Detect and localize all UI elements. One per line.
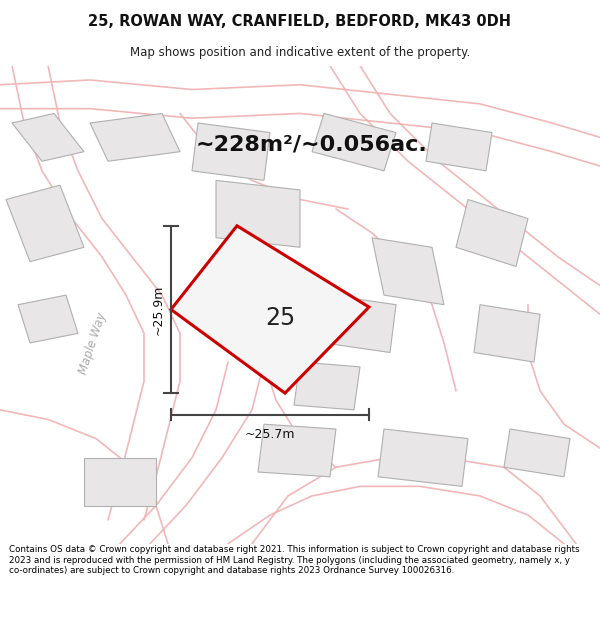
Polygon shape: [372, 238, 444, 304]
Polygon shape: [474, 304, 540, 362]
Polygon shape: [378, 429, 468, 486]
Polygon shape: [6, 185, 84, 262]
Text: 25: 25: [265, 306, 296, 331]
Text: Map shows position and indicative extent of the property.: Map shows position and indicative extent…: [130, 46, 470, 59]
Polygon shape: [294, 362, 360, 410]
Text: Maple Way: Maple Way: [77, 311, 109, 376]
Polygon shape: [216, 181, 300, 248]
Text: 25, ROWAN WAY, CRANFIELD, BEDFORD, MK43 0DH: 25, ROWAN WAY, CRANFIELD, BEDFORD, MK43 …: [89, 14, 511, 29]
Text: ~25.9m: ~25.9m: [151, 284, 164, 334]
Text: ~228m²/~0.056ac.: ~228m²/~0.056ac.: [196, 134, 428, 154]
Polygon shape: [84, 458, 156, 506]
Polygon shape: [324, 295, 396, 352]
Polygon shape: [426, 123, 492, 171]
Polygon shape: [456, 199, 528, 266]
Polygon shape: [504, 429, 570, 477]
Polygon shape: [171, 226, 369, 393]
Polygon shape: [192, 123, 270, 181]
Polygon shape: [312, 114, 396, 171]
Polygon shape: [12, 114, 84, 161]
Text: Contains OS data © Crown copyright and database right 2021. This information is : Contains OS data © Crown copyright and d…: [9, 546, 580, 575]
Text: ~25.7m: ~25.7m: [245, 428, 295, 441]
Polygon shape: [258, 424, 336, 477]
Polygon shape: [90, 114, 180, 161]
Polygon shape: [18, 295, 78, 343]
